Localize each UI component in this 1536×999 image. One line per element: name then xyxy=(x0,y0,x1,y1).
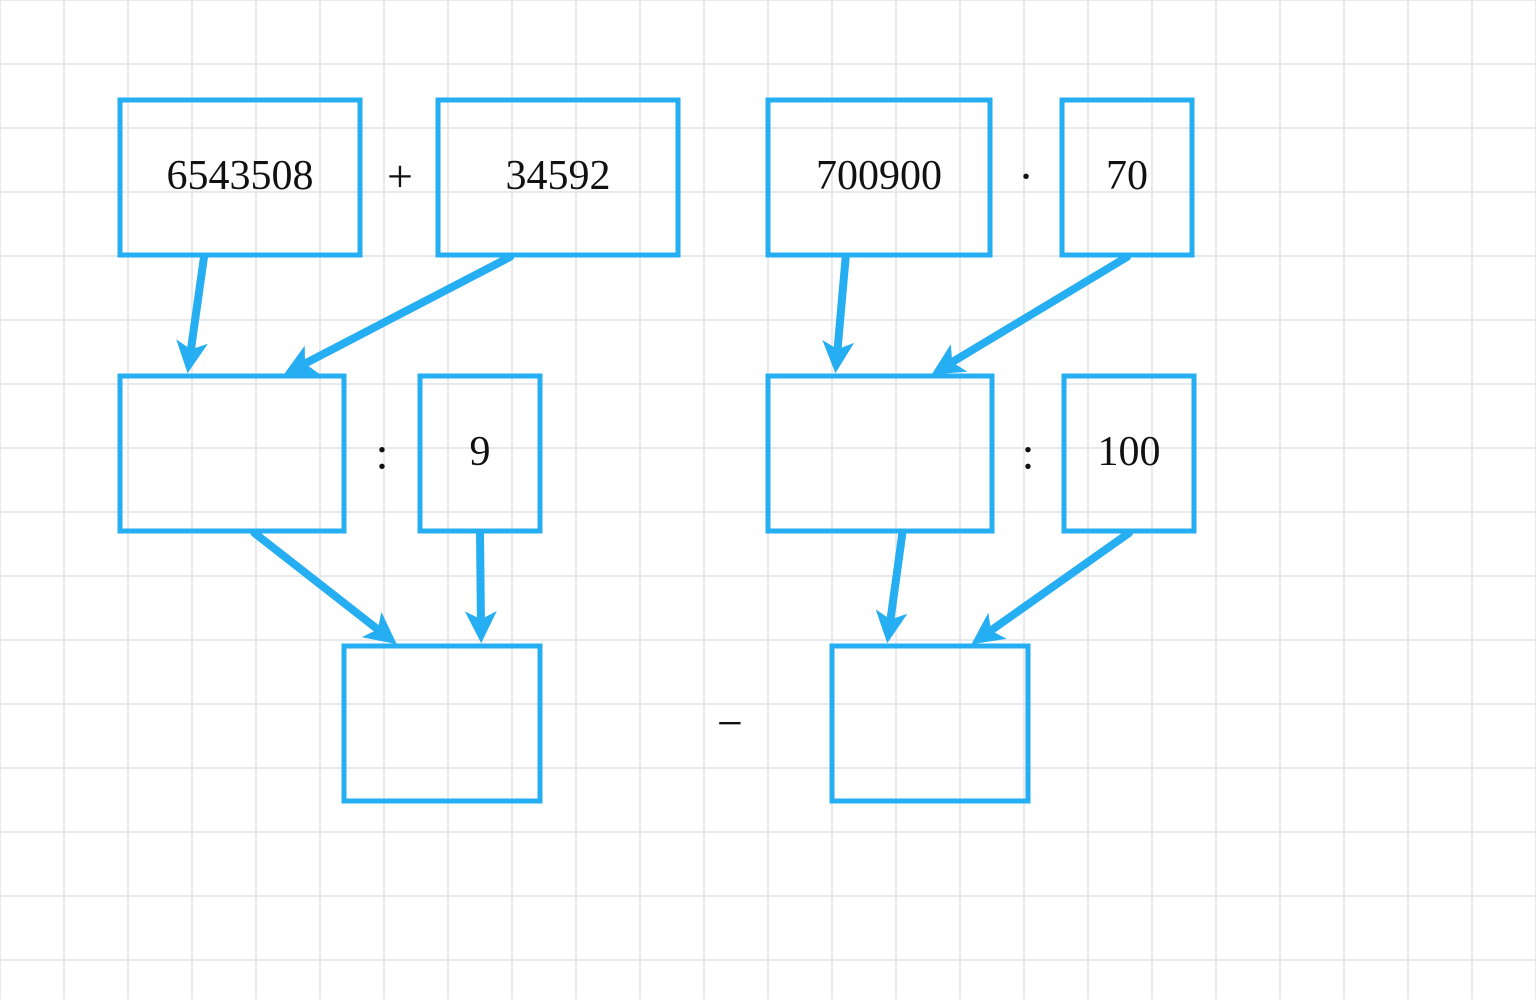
operator-colon2: : xyxy=(1022,428,1035,479)
box-a3 xyxy=(120,376,344,531)
operator-dot: · xyxy=(1018,151,1033,202)
operator-colon1: : xyxy=(376,428,389,479)
arrow-a2-a3 xyxy=(294,257,510,369)
arrow-b1-b3 xyxy=(836,257,845,362)
operator-plus: + xyxy=(387,151,413,202)
arrow-a4-a5 xyxy=(480,533,481,632)
value-a2: 34592 xyxy=(506,153,611,199)
value-a1: 6543508 xyxy=(167,153,314,199)
value-b1: 700900 xyxy=(816,153,942,199)
value-b2: 70 xyxy=(1106,153,1148,199)
box-a5 xyxy=(344,646,540,801)
arrow-b2-b3 xyxy=(941,257,1127,369)
box-b3 xyxy=(768,376,992,531)
operator-minus: − xyxy=(717,698,743,749)
value-a4: 9 xyxy=(470,429,491,475)
arrow-a3-a5 xyxy=(254,533,388,637)
box-b5 xyxy=(832,646,1028,801)
value-b4: 100 xyxy=(1098,429,1161,475)
arrow-b4-b5 xyxy=(981,533,1129,638)
